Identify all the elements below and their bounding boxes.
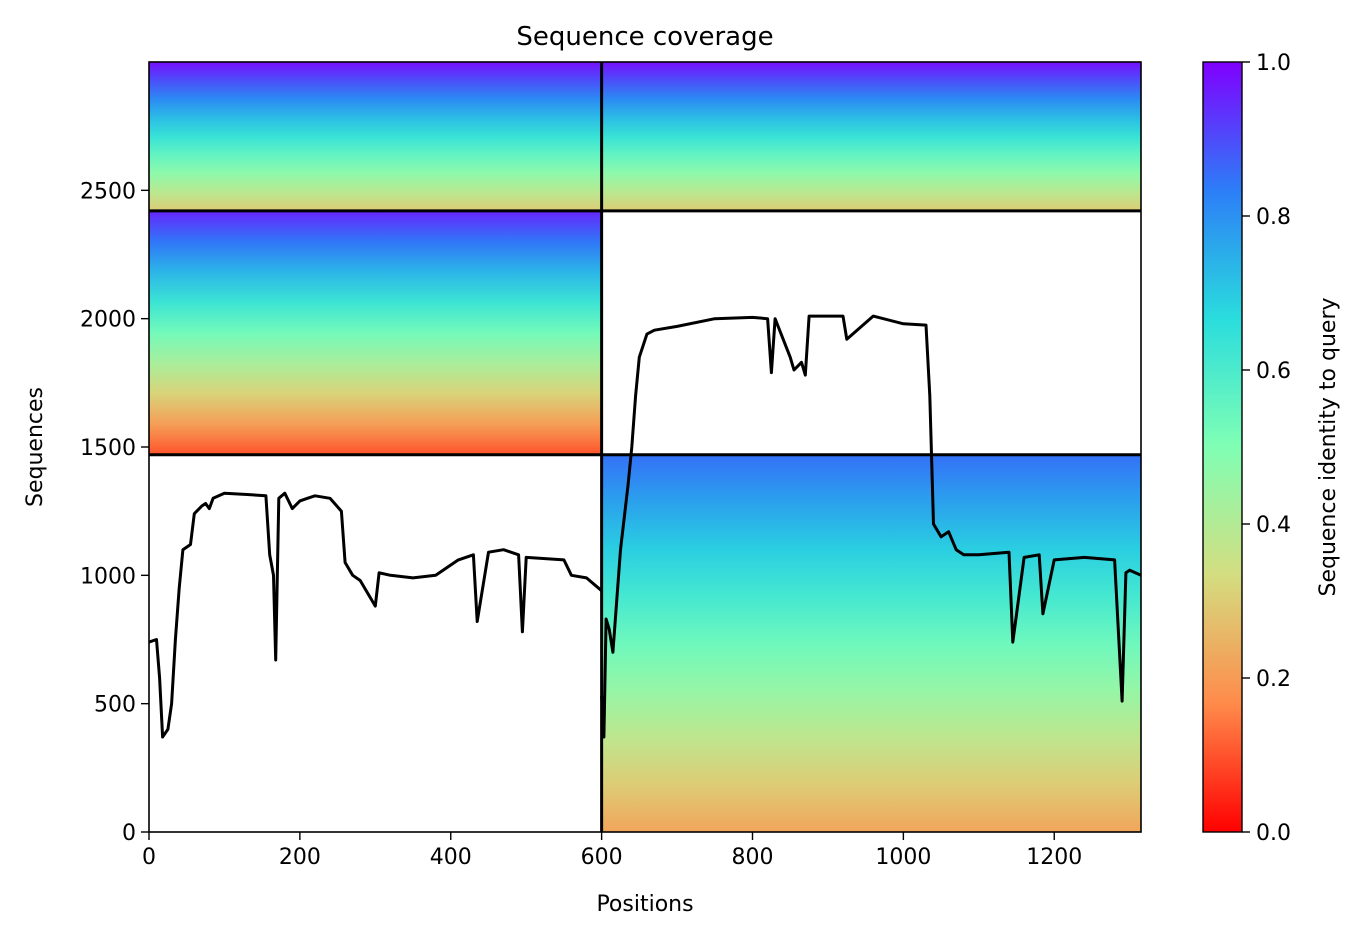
coverage-line bbox=[600, 314, 1141, 739]
colorbar bbox=[1202, 61, 1243, 833]
x-tick-label: 0 bbox=[142, 845, 156, 870]
heatmap-block bbox=[149, 210, 602, 455]
chart-title: Sequence coverage bbox=[516, 22, 773, 52]
colorbar-tick-label: 0.0 bbox=[1256, 821, 1291, 846]
colorbar-tick-label: 1.0 bbox=[1256, 51, 1291, 76]
coverage-line bbox=[149, 491, 603, 739]
y-axis-label: Sequences bbox=[23, 387, 48, 507]
colorbar-tick-label: 0.8 bbox=[1256, 205, 1291, 230]
colorbar-ticks: 0.0 0.2 0.4 0.6 0.8 1.0 bbox=[1242, 51, 1291, 846]
x-tick-label: 800 bbox=[731, 845, 773, 870]
x-tick-label: 1000 bbox=[875, 845, 931, 870]
coverage-lines bbox=[149, 314, 1141, 739]
y-tick-label: 1500 bbox=[80, 436, 136, 461]
heatmap-block bbox=[601, 62, 1141, 211]
x-axis-label: Positions bbox=[596, 892, 693, 917]
x-axis-ticks: 0 200 400 600 800 1000 1200 bbox=[142, 832, 1082, 870]
colorbar-label: Sequence identity to query bbox=[1316, 297, 1341, 596]
colorbar-tick-label: 0.4 bbox=[1256, 513, 1291, 538]
x-tick-label: 400 bbox=[430, 845, 472, 870]
y-tick-label: 0 bbox=[122, 821, 136, 846]
x-tick-label: 200 bbox=[279, 845, 321, 870]
y-tick-label: 500 bbox=[94, 693, 136, 718]
x-tick-label: 600 bbox=[581, 845, 623, 870]
colorbar-tick-label: 0.6 bbox=[1256, 359, 1291, 384]
y-axis-ticks: 0 500 1000 1500 2000 2500 bbox=[80, 179, 149, 846]
colorbar-tick-label: 0.2 bbox=[1256, 667, 1291, 692]
block-boundaries bbox=[149, 62, 1141, 832]
heatmap-block bbox=[601, 454, 1141, 832]
x-tick-label: 1200 bbox=[1026, 845, 1082, 870]
heatmap-blocks bbox=[149, 62, 1141, 832]
heatmap-block bbox=[149, 62, 602, 211]
y-tick-label: 1000 bbox=[80, 564, 136, 589]
y-tick-label: 2000 bbox=[80, 308, 136, 333]
y-tick-label: 2500 bbox=[80, 179, 136, 204]
